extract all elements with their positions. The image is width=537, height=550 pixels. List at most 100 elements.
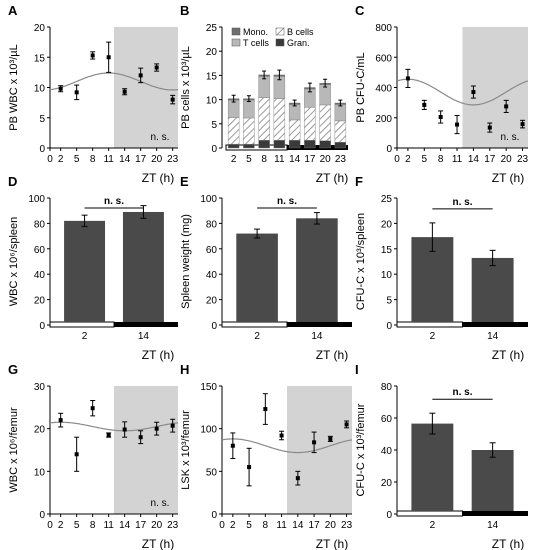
x-tick-label: 5	[74, 520, 80, 531]
bar-segment	[258, 140, 270, 149]
legend-item: B cells	[275, 27, 314, 37]
y-tick-label: 600	[375, 53, 392, 64]
legend-label: T cells	[243, 38, 269, 48]
data-point	[58, 86, 63, 91]
x-tick-label: 5	[74, 154, 80, 165]
x-tick-label: 2	[430, 520, 436, 531]
x-tick-label: 2	[430, 331, 436, 342]
x-tick-label: 0	[47, 520, 53, 531]
legend-item: T cells	[231, 38, 269, 48]
panel-e: E Spleen weight (mg) ZT (h) 0 20 40 60 80 100 2 14…	[180, 174, 352, 362]
x-axis-label: ZT (h)	[142, 348, 174, 362]
data-point	[328, 436, 333, 441]
data-point	[520, 122, 525, 127]
data-point	[122, 427, 127, 432]
dark-phase-shading	[114, 27, 178, 148]
x-tick-label: 23	[335, 154, 347, 165]
light-phase-bar	[396, 321, 463, 328]
y-tick-label: 0	[386, 510, 392, 521]
dark-phase-bar	[114, 322, 178, 327]
bar-segment	[243, 143, 255, 149]
legend-swatch	[275, 27, 285, 36]
x-tick-label: 20	[501, 154, 513, 165]
y-tick-label: 150	[200, 382, 217, 393]
fit-curve	[396, 78, 529, 106]
y-tick-label: 0	[39, 321, 45, 332]
x-tick-label: 5	[422, 154, 428, 165]
bar-segment	[319, 104, 331, 141]
x-tick-label: 8	[261, 154, 267, 165]
panel-label: D	[8, 174, 17, 189]
data-point	[106, 55, 111, 60]
y-tick-label: 0	[386, 321, 392, 332]
x-tick-label: 20	[151, 154, 163, 165]
x-tick-label: 2	[58, 520, 64, 531]
significance-note: n. s.	[151, 132, 170, 143]
bar-segment	[243, 99, 255, 119]
x-tick-label: 17	[135, 154, 147, 165]
x-tick-label: 8	[90, 154, 96, 165]
data-point	[122, 89, 127, 94]
x-tick-label: 8	[90, 520, 96, 531]
significance-note: n. s.	[151, 498, 170, 509]
x-tick-label: 14	[119, 520, 131, 531]
y-tick-label: 80	[34, 219, 46, 230]
y-tick-label: 10	[34, 84, 46, 95]
x-tick-label: 11	[274, 154, 285, 165]
x-tick-label: 2	[231, 154, 237, 165]
significance-note: n. s.	[277, 196, 297, 207]
data-point	[487, 125, 492, 130]
bar-segment	[334, 141, 347, 149]
x-tick-label: 11	[103, 154, 114, 165]
x-tick-label: 23	[517, 154, 529, 165]
y-tick-label: 80	[206, 219, 218, 230]
x-tick-label: 2	[82, 331, 88, 342]
y-tick-label: 10	[206, 96, 218, 107]
x-axis-label: ZT (h)	[492, 171, 524, 185]
y-tick-label: 0	[386, 144, 392, 155]
bar-segment	[304, 107, 316, 141]
x-tick-label: 23	[341, 520, 353, 531]
panel-i: I CFU-C x 10³/femur ZT (h) 0 20 40 60 80 2 14 n. s…	[355, 362, 528, 550]
y-axis-label: PB WBC x 10³/µL	[8, 44, 20, 130]
x-tick-label: 14	[487, 520, 499, 531]
bar-segment	[227, 143, 240, 149]
y-tick-label: 60	[34, 245, 46, 256]
x-tick-label: 20	[320, 154, 332, 165]
x-tick-label: 14	[311, 331, 323, 342]
y-axis-label: CFU-C x 10³/femur	[355, 403, 367, 496]
y-tick-label: 800	[375, 23, 392, 34]
panel-label: G	[8, 362, 18, 377]
bar	[471, 257, 514, 322]
panel-label: B	[180, 3, 189, 18]
y-tick-label: 5	[211, 120, 217, 131]
bar-segment	[258, 97, 270, 141]
legend-label: Mono.	[243, 27, 268, 37]
x-tick-label: 14	[487, 331, 499, 342]
data-point	[170, 97, 175, 102]
x-tick-label: 5	[246, 154, 252, 165]
data-point	[279, 433, 284, 438]
data-point	[471, 90, 476, 95]
x-tick-label: 2	[405, 154, 411, 165]
data-point	[438, 114, 443, 119]
panel-label: F	[355, 174, 363, 189]
fit-curve	[49, 72, 179, 91]
data-point	[455, 122, 460, 127]
legend-label: Gran.	[287, 38, 310, 48]
panel-f: F CFU-C x 10³/spleen ZT (h) 0 5 10 15 20 25 2 14 n.…	[355, 174, 528, 362]
panel-label: H	[180, 362, 189, 377]
x-tick-label: 0	[219, 520, 225, 531]
data-point	[263, 407, 268, 412]
y-tick-label: 5	[39, 114, 45, 125]
y-tick-label: 25	[381, 194, 393, 205]
x-tick-label: 14	[119, 154, 131, 165]
y-tick-label: 20	[34, 23, 46, 34]
data-point	[295, 476, 300, 481]
y-axis-label: WBC x 10⁶/femur	[8, 407, 20, 493]
y-tick-label: 50	[206, 467, 218, 478]
data-point	[138, 435, 143, 440]
y-axis-label: Spleen weight (mg)	[180, 214, 192, 309]
